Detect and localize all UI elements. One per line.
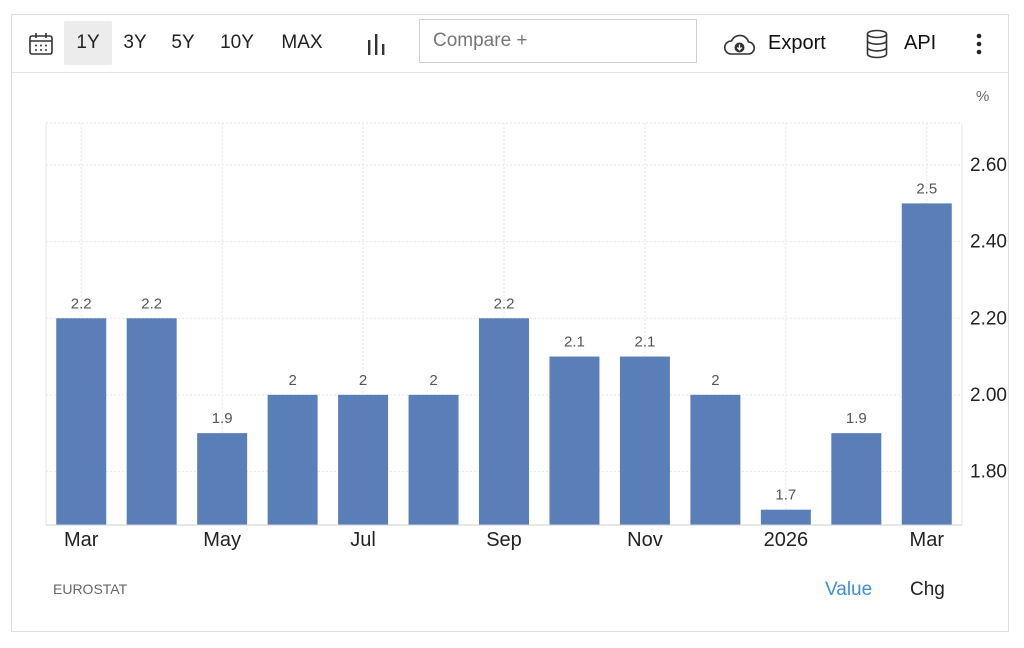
tab-chg[interactable]: Chg	[910, 579, 945, 600]
chart-widget: 1Y 3Y 5Y 10Y MAX Export API %	[11, 14, 1009, 632]
bar	[408, 394, 459, 525]
data-label: 2.5	[916, 180, 937, 197]
bar	[267, 394, 318, 525]
range-3y-button[interactable]: 3Y	[123, 32, 147, 53]
data-label: 2.1	[634, 334, 655, 351]
export-button[interactable]: Export	[768, 32, 826, 54]
cloud-download-icon[interactable]	[722, 33, 756, 57]
bar	[760, 509, 811, 525]
y-tick-label: 2.60	[970, 155, 1007, 176]
data-label: 2	[288, 372, 296, 389]
y-tick-label: 2.00	[970, 385, 1007, 406]
bar	[479, 318, 529, 525]
y-tick-label: 1.80	[970, 461, 1007, 482]
data-label: 2.2	[141, 295, 162, 312]
data-label: 2	[711, 372, 719, 389]
bar-chart: 1.80 2.00 2.20 2.40 2.60 2.2 Mar 2.2 1.9 May 2 2 Jul…	[45, 122, 1007, 551]
range-10y-button[interactable]: 10Y	[220, 32, 254, 53]
tab-value[interactable]: Value	[825, 579, 873, 600]
compare-input[interactable]	[419, 19, 697, 63]
y-tick-label: 2.40	[970, 232, 1007, 253]
bar-chart-icon[interactable]	[366, 31, 388, 57]
x-tick-label: 2026	[764, 529, 809, 551]
data-label: 2.1	[564, 334, 585, 351]
unit-label: %	[976, 88, 990, 105]
api-button[interactable]: API	[904, 32, 937, 54]
x-tick-label: Mar	[64, 529, 99, 551]
range-max-button[interactable]: MAX	[281, 32, 323, 53]
bar	[197, 433, 248, 525]
data-label: 2	[359, 372, 367, 389]
bar	[690, 394, 741, 525]
bar	[56, 318, 107, 525]
data-label: 1.9	[212, 410, 233, 427]
bar	[338, 394, 389, 525]
x-tick-label: Sep	[486, 529, 522, 551]
y-tick-label: 2.20	[970, 308, 1007, 329]
x-tick-label: Jul	[350, 529, 376, 551]
more-vertical-icon[interactable]	[972, 31, 986, 57]
x-tick-label: Nov	[627, 529, 663, 551]
bar	[901, 203, 952, 525]
bar	[831, 433, 882, 525]
range-1y-button[interactable]: 1Y	[64, 21, 112, 65]
calendar-icon[interactable]	[28, 31, 54, 57]
x-tick-label: Mar	[910, 529, 945, 551]
x-tick-label: May	[203, 529, 241, 551]
data-label: 1.9	[846, 410, 867, 427]
data-label: 2.2	[71, 295, 92, 312]
data-label: 2	[429, 372, 437, 389]
database-icon[interactable]	[865, 29, 889, 59]
data-label: 1.7	[775, 487, 796, 504]
bar	[619, 356, 670, 525]
bar	[549, 356, 600, 525]
range-5y-button[interactable]: 5Y	[171, 32, 195, 53]
chart-toolbar: 1Y 3Y 5Y 10Y MAX Export API	[12, 15, 1008, 73]
data-label: 2.2	[494, 295, 515, 312]
source-label: EUROSTAT	[53, 581, 128, 597]
bar	[126, 318, 177, 525]
